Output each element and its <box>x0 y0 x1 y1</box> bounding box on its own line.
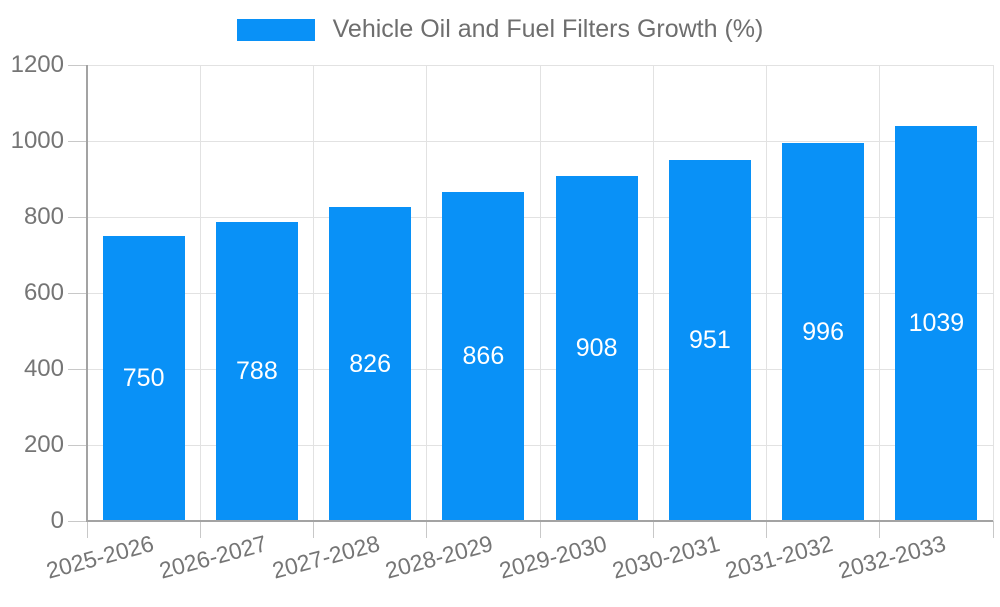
bar-value-label: 788 <box>236 357 278 385</box>
x-axis-tick <box>86 521 88 538</box>
bar-2029-2030[interactable]: 908 <box>555 176 638 521</box>
bar-value-label: 908 <box>575 334 618 362</box>
bar-value-label: 750 <box>122 364 165 392</box>
x-gridline <box>879 65 881 521</box>
y-axis-tick <box>68 520 87 522</box>
bar-value-label: 996 <box>802 317 844 346</box>
y-tick-label: 0 <box>50 507 64 534</box>
y-axis-tick <box>68 64 87 66</box>
bar-2027-2028[interactable]: 826 <box>329 207 412 521</box>
y-axis-tick <box>68 216 87 218</box>
bar-2025-2026[interactable]: 750 <box>102 236 185 521</box>
y-tick-label: 800 <box>23 203 64 230</box>
x-gridline <box>199 65 201 521</box>
y-tick-label: 400 <box>23 355 64 382</box>
plot-area: 0 200 400 600 800 1000 1200 750 2025-2026 788 2026… <box>11 53 994 584</box>
x-axis-tick <box>313 521 314 538</box>
x-gridline <box>652 65 654 521</box>
bar-value-label: 866 <box>462 342 505 370</box>
y-axis-tick <box>68 292 87 294</box>
bar-2030-2031[interactable]: 951 <box>668 160 751 521</box>
y-tick-label: 1000 <box>10 127 64 154</box>
x-gridline <box>313 65 314 521</box>
legend-swatch <box>236 18 315 41</box>
x-gridline <box>426 65 428 521</box>
y-tick-label: 200 <box>23 431 64 458</box>
bar-2031-2032[interactable]: 996 <box>782 143 865 521</box>
x-axis-tick <box>652 521 654 538</box>
y-tick-label: 1200 <box>10 51 64 78</box>
bar-2028-2029[interactable]: 866 <box>442 192 525 521</box>
x-axis-tick <box>199 521 201 538</box>
y-tick-label: 600 <box>23 279 64 306</box>
bar-value-label: 951 <box>689 326 731 354</box>
x-gridline <box>992 65 994 521</box>
bar-value-label: 826 <box>349 349 391 378</box>
y-axis-tick <box>68 140 87 142</box>
x-axis-tick <box>766 521 767 538</box>
bar-2026-2027[interactable]: 788 <box>215 222 298 521</box>
x-axis-tick <box>879 521 881 538</box>
y-axis-tick <box>68 368 87 370</box>
y-axis-line <box>86 65 88 521</box>
legend-label: Vehicle Oil and Fuel Filters Growth (%) <box>332 15 764 43</box>
legend[interactable]: Vehicle Oil and Fuel Filters Growth (%) <box>0 15 1000 44</box>
x-axis-tick <box>539 521 541 538</box>
x-axis-tick <box>992 521 994 538</box>
x-axis-line <box>86 520 993 522</box>
x-axis-tick <box>426 521 428 538</box>
x-gridline <box>539 65 541 521</box>
y-axis-tick <box>68 444 87 446</box>
bar-2032-2033[interactable]: 1039 <box>895 126 978 521</box>
x-gridline <box>766 65 767 521</box>
bar-value-label: 1039 <box>908 309 965 337</box>
